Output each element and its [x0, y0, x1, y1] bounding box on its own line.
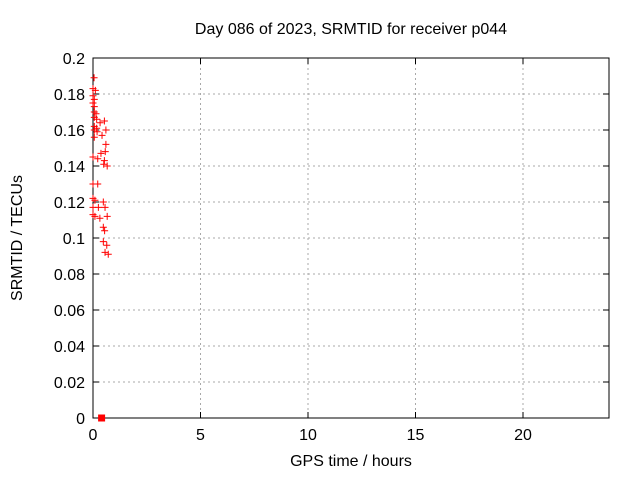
- data-point-plus: [103, 162, 111, 170]
- data-point-plus: [100, 117, 108, 125]
- y-axis-title: SRMTID / TECUs: [9, 175, 26, 301]
- data-point-plus: [90, 74, 98, 82]
- data-point-plus: [99, 198, 107, 206]
- data-point-plus: [89, 211, 97, 219]
- data-point-plus: [103, 212, 111, 220]
- x-tick-label: 10: [299, 427, 317, 444]
- y-tick-label: 0.12: [54, 195, 85, 212]
- data-point-plus: [91, 86, 99, 94]
- data-point-plus: [99, 238, 107, 246]
- x-tick-label: 15: [407, 427, 425, 444]
- y-tick-label: 0.02: [54, 375, 85, 392]
- data-point-plus: [101, 227, 109, 235]
- data-point-plus: [93, 128, 101, 136]
- y-tick-label: 0: [76, 411, 85, 428]
- y-tick-label: 0.06: [54, 303, 85, 320]
- data-point-plus: [94, 180, 102, 188]
- y-tick-label: 0.14: [54, 159, 85, 176]
- data-point-plus: [102, 126, 110, 134]
- data-point-plus: [89, 194, 97, 202]
- data-point-plus: [91, 196, 99, 204]
- data-point-plus: [94, 203, 102, 211]
- data-point-plus: [102, 140, 110, 148]
- data-point-plus: [103, 241, 111, 249]
- chart-title: Day 086 of 2023, SRMTID for receiver p04…: [195, 21, 507, 38]
- data-point-plus: [97, 149, 105, 157]
- x-tick-label: 20: [514, 427, 532, 444]
- data-point-plus: [93, 115, 101, 123]
- data-point-plus: [101, 148, 109, 156]
- data-point-plus: [98, 131, 106, 139]
- data-point-plus: [96, 119, 104, 127]
- data-point-plus: [94, 155, 102, 163]
- y-tick-label: 0.18: [54, 87, 85, 104]
- y-tick-label: 0.08: [54, 267, 85, 284]
- y-tick-label: 0.2: [63, 51, 85, 68]
- data-point-plus: [100, 160, 108, 168]
- x-tick-label: 0: [89, 427, 98, 444]
- data-point-plus: [91, 212, 99, 220]
- data-point-plus: [101, 248, 109, 256]
- data-point-plus: [101, 203, 109, 211]
- data-point-square: [98, 414, 106, 422]
- data-point-plus: [90, 133, 98, 141]
- x-tick-label: 5: [196, 427, 205, 444]
- plot-border: [92, 57, 610, 419]
- data-point-plus: [100, 157, 108, 165]
- y-tick-label: 0.04: [54, 339, 85, 356]
- x-axis-title: GPS time / hours: [290, 453, 412, 470]
- data-point-plus: [89, 153, 97, 161]
- data-point-plus: [99, 223, 107, 231]
- data-point-plus: [92, 110, 100, 118]
- data-point-plus: [89, 99, 97, 107]
- y-tick-label: 0.16: [54, 123, 85, 140]
- data-point-plus: [96, 214, 104, 222]
- y-tick-label: 0.1: [63, 231, 85, 248]
- data-point-plus: [90, 95, 98, 103]
- data-point-plus: [89, 92, 97, 100]
- data-point-plus: [104, 250, 112, 258]
